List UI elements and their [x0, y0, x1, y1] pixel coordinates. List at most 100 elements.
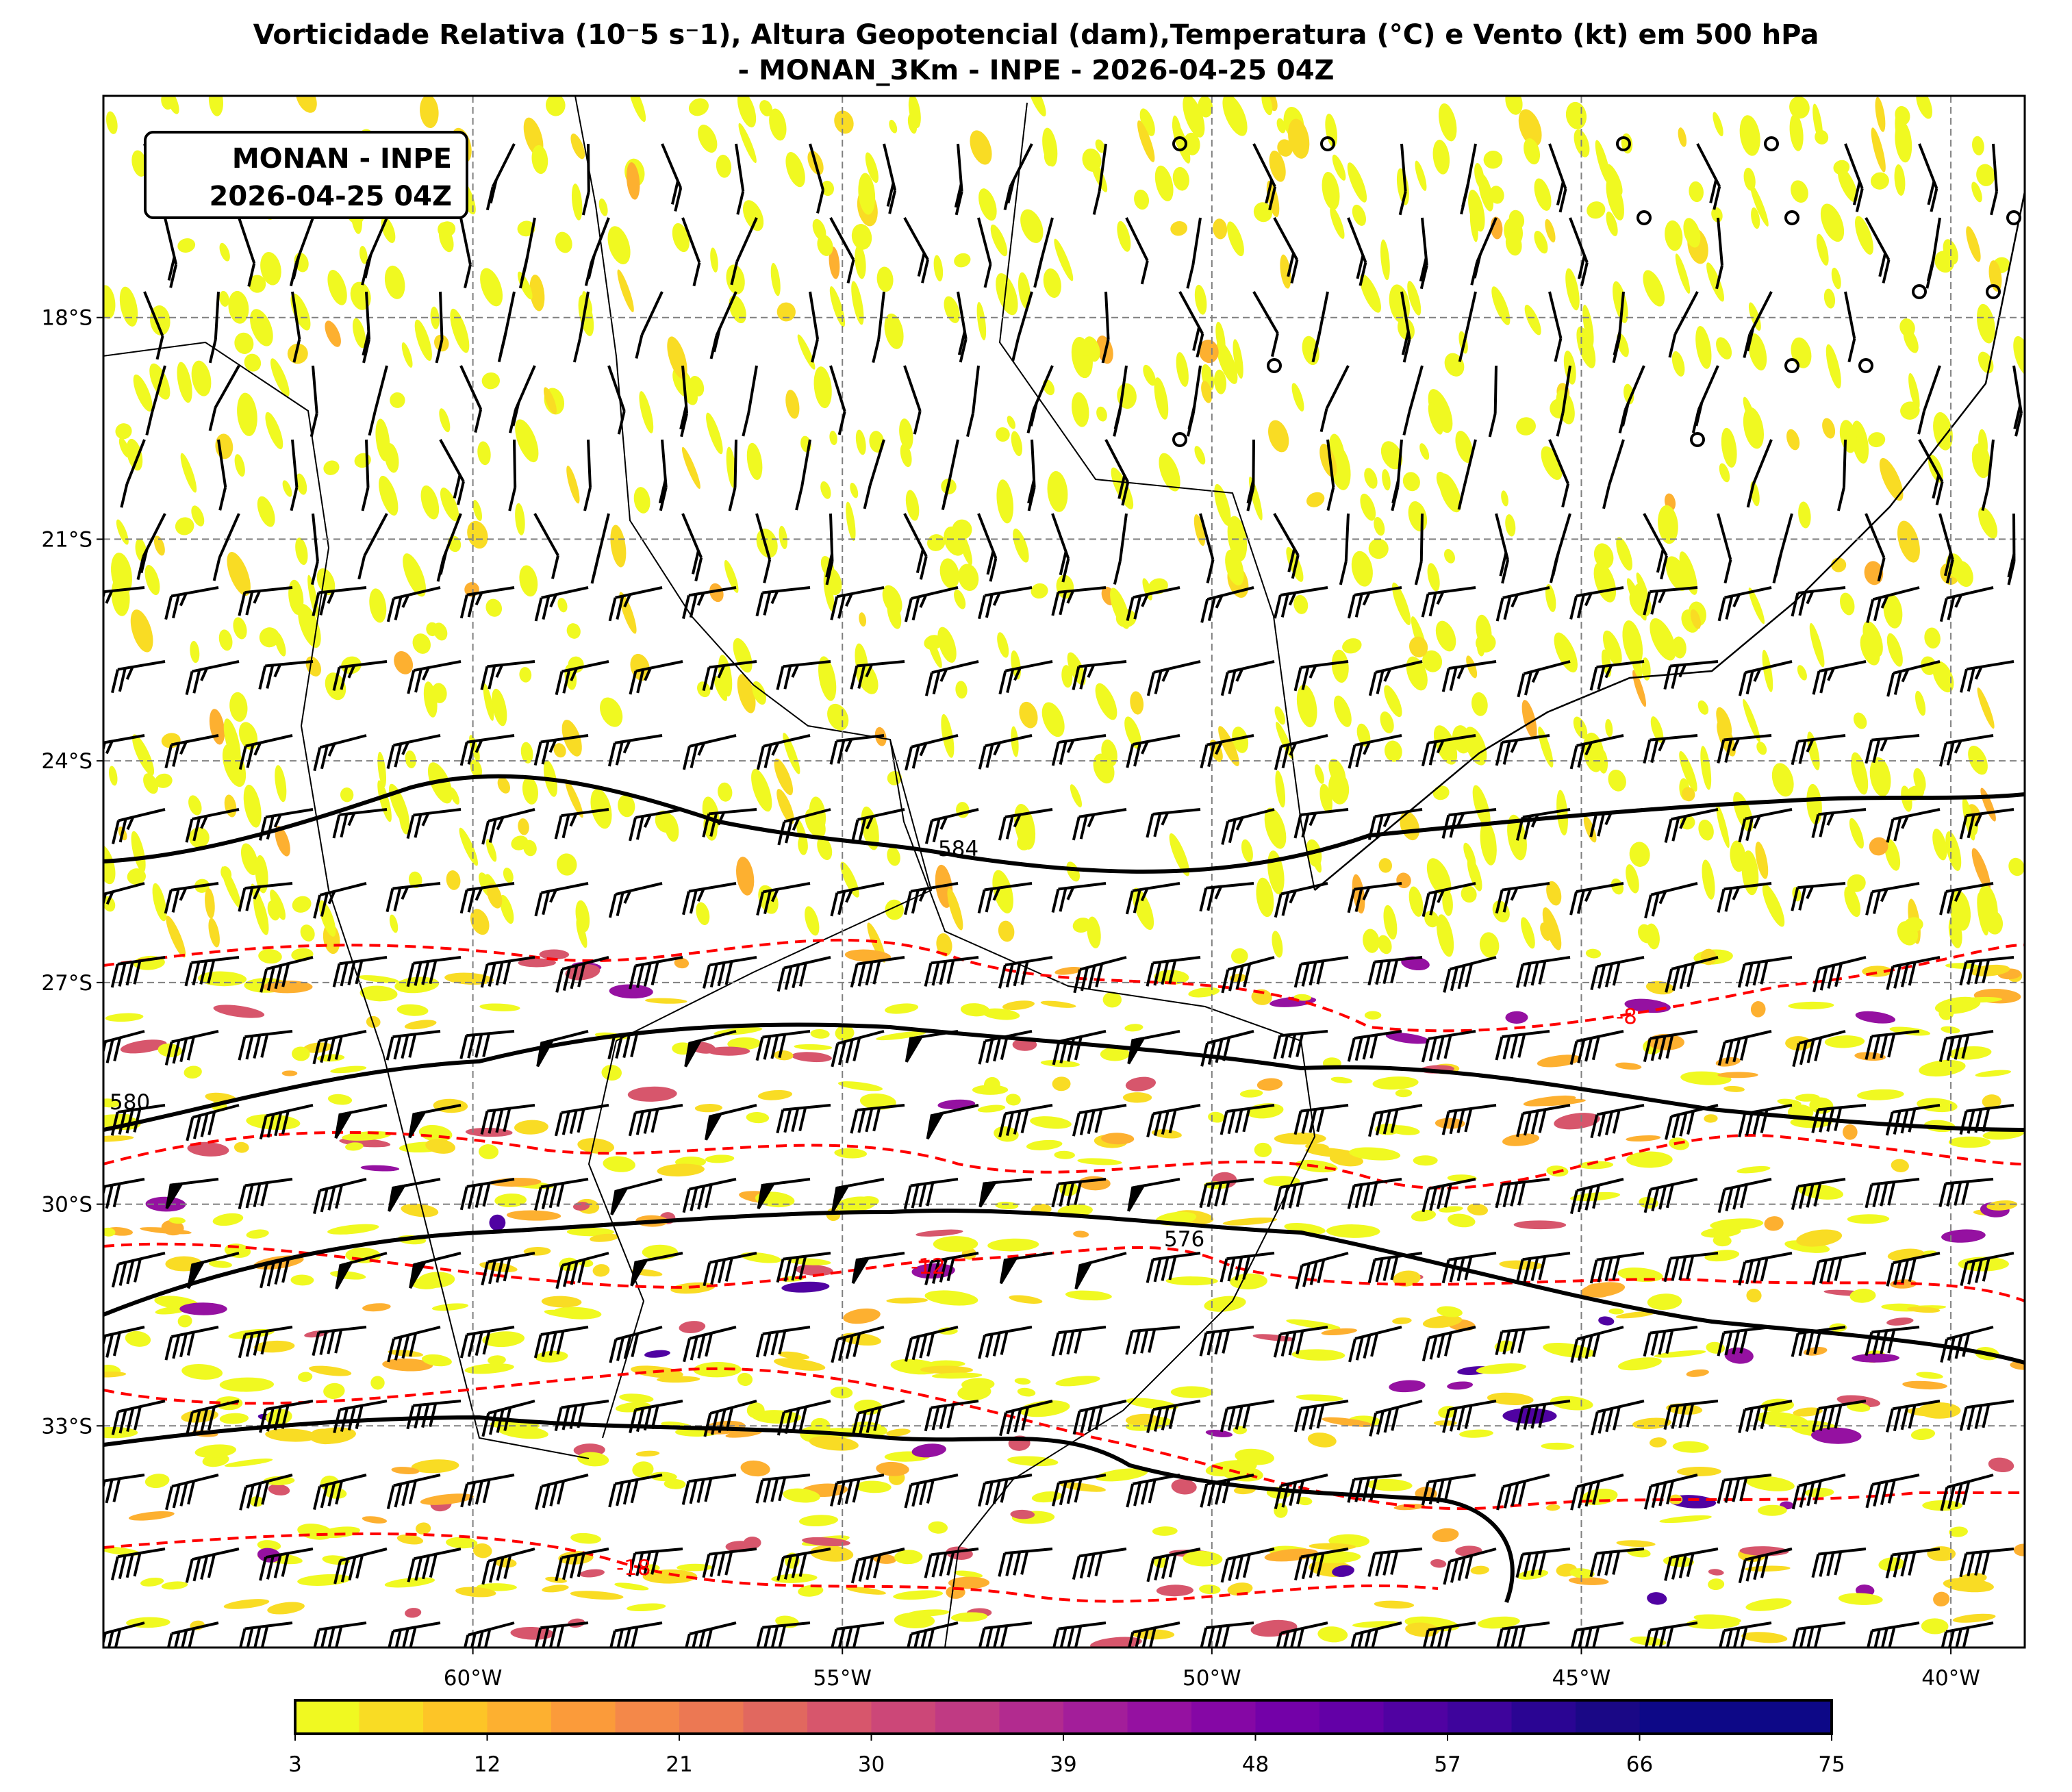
wind-barb-shaft — [911, 1621, 959, 1636]
wind-barb-feather — [783, 1555, 792, 1580]
wind-barb-pennant — [334, 1110, 354, 1139]
vorticity-blob — [1869, 837, 1888, 856]
vorticity-blob — [257, 1540, 281, 1551]
y-tick-label: 33°S — [41, 1414, 92, 1439]
wind-barb-shaft — [1723, 1621, 1772, 1632]
wind-barb-feather — [705, 1333, 713, 1357]
colorbar-segment — [423, 1700, 488, 1734]
wind-barb-feather — [140, 549, 149, 574]
vorticity-blob — [1439, 473, 1462, 513]
colorbar-segment — [679, 1700, 744, 1734]
wind-barb — [1570, 1326, 1624, 1363]
wind-barb-feather — [1200, 744, 1209, 769]
wind-barb-feather — [333, 1409, 342, 1434]
wind-barb-feather — [1495, 1331, 1504, 1356]
wind-barb-feather — [386, 598, 395, 622]
wind-barb — [1717, 1178, 1772, 1213]
vorticity-blob — [982, 1008, 1020, 1020]
wind-barb-feather — [1214, 1182, 1223, 1207]
wind-barb-pennant — [187, 1260, 206, 1289]
vorticity-blob — [795, 1264, 833, 1276]
wind-barb — [1441, 1252, 1497, 1284]
wind-barb-feather — [1569, 595, 1578, 620]
wind-barb-feather — [1954, 740, 1962, 754]
wind-barb-shaft — [466, 1178, 515, 1188]
wind-barb-shaft — [294, 217, 314, 264]
wind-barb-feather — [309, 413, 318, 438]
vorticity-blob — [295, 538, 308, 566]
wind-barb-shaft — [151, 365, 166, 412]
wind-barb-feather — [1847, 338, 1856, 363]
wind-barb-feather — [1200, 598, 1209, 623]
wind-barb-feather — [1243, 963, 1252, 987]
vorticity-blob — [246, 1229, 269, 1239]
colorbar-tick-label: 39 — [1050, 1752, 1076, 1777]
wind-barb-feather — [709, 1553, 718, 1578]
wind-barb — [335, 1252, 388, 1289]
wind-barb-shaft — [762, 1474, 811, 1482]
wind-barb-feather — [1148, 1328, 1157, 1353]
wind-barb-feather — [1347, 1478, 1356, 1503]
wind-barb — [533, 734, 589, 766]
wind-barb-shaft — [319, 1474, 367, 1488]
wind-barb-shaft — [688, 882, 737, 893]
wind-barb-shaft — [1463, 291, 1477, 339]
wind-barb — [533, 513, 559, 579]
wind-barb-feather — [1067, 1037, 1076, 1062]
vorticity-blob — [837, 1081, 883, 1091]
vorticity-blob — [118, 438, 130, 458]
wind-barb-feather — [1370, 1333, 1379, 1357]
wind-barb-feather — [414, 668, 422, 693]
wind-barb-feather — [548, 1184, 557, 1209]
wind-barb-feather — [1316, 1552, 1325, 1577]
x-tick-label: 40°W — [1921, 1666, 1980, 1691]
wind-barb-feather — [1671, 1404, 1680, 1429]
wind-barb-feather — [1865, 1184, 1873, 1209]
wind-barb-feather — [1301, 813, 1310, 838]
vorticity-blob — [260, 251, 281, 286]
wind-barb-feather — [340, 1558, 349, 1582]
wind-barb-shaft — [640, 291, 664, 336]
wind-barb-feather — [2007, 553, 2016, 578]
vorticity-blob — [783, 733, 800, 774]
wind-barb-feather — [111, 1411, 120, 1435]
wind-barb-shaft — [1745, 660, 1793, 674]
wind-barb-feather — [830, 596, 839, 620]
wind-barb — [509, 365, 536, 433]
wind-barb-shaft — [142, 513, 166, 557]
wind-barb-feather — [1061, 558, 1070, 583]
wind-barb-shaft — [1421, 217, 1428, 266]
wind-barb-feather — [1092, 190, 1101, 215]
wind-barb-feather — [1168, 959, 1177, 984]
wind-barb-shaft — [1152, 1252, 1201, 1261]
wind-barb — [777, 808, 831, 846]
wind-barb-feather — [1457, 965, 1466, 989]
wind-barb-feather — [1974, 813, 1983, 827]
wind-barb-feather — [1556, 412, 1565, 437]
vorticity-blob — [1095, 1468, 1148, 1482]
wind-barb-shaft — [1039, 217, 1054, 265]
wind-barb-feather — [577, 1259, 586, 1283]
wind-barb-shaft — [836, 1621, 885, 1631]
wind-barb — [1348, 1326, 1402, 1363]
wind-barb-feather — [1604, 811, 1613, 826]
wind-barb-feather — [985, 1333, 994, 1358]
wind-barb-feather — [946, 960, 955, 984]
wind-barb — [2006, 210, 2021, 225]
vorticity-blob — [1513, 1220, 1567, 1230]
vorticity-blob — [1598, 1316, 1615, 1326]
wind-barb — [1200, 1474, 1254, 1508]
wind-barb-shaft — [709, 808, 757, 816]
vorticity-blob — [1820, 203, 1845, 242]
wind-barb-feather — [1199, 1184, 1208, 1209]
wind-barb — [1515, 1252, 1571, 1283]
wind-barb-feather — [534, 892, 543, 917]
vorticity-blob — [503, 868, 514, 883]
vorticity-blob — [1478, 173, 1494, 212]
wind-barb-feather — [1592, 1480, 1601, 1505]
wind-barb-feather — [1146, 1113, 1155, 1137]
wind-barb-feather — [955, 191, 963, 216]
wind-barb — [333, 1548, 388, 1585]
wind-barb-feather — [347, 961, 356, 985]
vorticity-blob — [1428, 389, 1453, 433]
